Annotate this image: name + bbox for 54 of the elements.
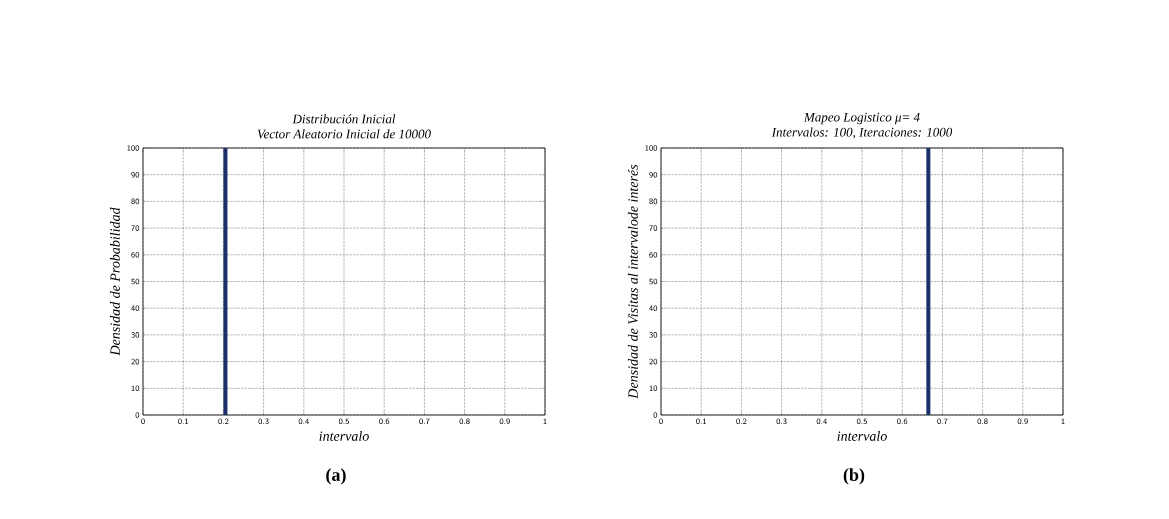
x-tick-label: 0.8 — [459, 418, 470, 425]
x-tick-label: 0 — [659, 418, 663, 425]
y-axis-title: Densidad de Probabilidad — [109, 207, 120, 356]
x-axis-title: intervalo — [319, 430, 369, 441]
y-tick-label: 50 — [131, 278, 140, 285]
y-tick-label: 50 — [649, 278, 658, 285]
x-tick-label: 0 — [141, 418, 145, 425]
y-tick-label: 60 — [131, 252, 140, 258]
y-tick-label: 0 — [653, 412, 658, 418]
y-tick-label: 30 — [131, 332, 140, 338]
y-tick-label: 40 — [649, 305, 658, 311]
x-tick-label: 0.3 — [776, 418, 787, 425]
x-tick-label: 0.6 — [379, 418, 390, 425]
y-axis-title: Densidad de Visitas al intervalode interés — [627, 164, 638, 399]
x-tick-label: 0.7 — [937, 418, 948, 425]
y-tick-label: 20 — [649, 358, 658, 365]
x-tick-label: 0.8 — [977, 418, 988, 425]
y-tick-label: 80 — [131, 198, 140, 205]
x-tick-label: 0.7 — [419, 418, 430, 425]
y-tick-label: 60 — [649, 252, 658, 258]
y-tick-label: 30 — [649, 332, 658, 338]
x-axis-title: intervalo — [837, 430, 887, 441]
x-tick-label: 0.9 — [1017, 418, 1028, 425]
chart-subtitle: Vector Aleatorio Inicial de 10000 — [257, 129, 431, 139]
y-tick-label: 90 — [649, 171, 658, 178]
x-tick-label: 0.3 — [258, 418, 269, 425]
x-tick-label: 0.1 — [696, 418, 707, 425]
x-tick-label: 1 — [1061, 418, 1065, 424]
x-tick-label: 0.9 — [499, 418, 510, 425]
y-tick-label: 40 — [131, 305, 140, 311]
x-tick-label: 0.2 — [736, 418, 747, 425]
y-tick-label: 70 — [649, 225, 658, 231]
x-tick-label: 0.2 — [218, 418, 229, 425]
y-tick-label: 100 — [645, 145, 658, 151]
chart-title: Distribución Inicial — [292, 114, 396, 124]
text: (a) — [326, 468, 346, 485]
x-tick-label: 0.4 — [298, 418, 309, 425]
y-tick-label: 20 — [131, 358, 140, 365]
chart-subtitle: Intervalos: 100, Iteraciones: 1000 — [771, 127, 953, 139]
y-tick-label: 80 — [649, 198, 658, 205]
x-tick-label: 0.1 — [178, 418, 189, 425]
y-tick-label: 70 — [131, 225, 140, 231]
y-tick-label: 90 — [131, 171, 140, 178]
text: (b) — [843, 468, 865, 485]
y-tick-label: 100 — [127, 145, 140, 151]
chart-title: Mapeo Logistico μ= 4 — [803, 112, 920, 125]
x-tick-label: 0.5 — [338, 418, 349, 425]
y-tick-label: 0 — [135, 412, 140, 418]
x-tick-label: 0.5 — [856, 418, 867, 425]
x-tick-label: 1 — [543, 418, 547, 424]
y-tick-label: 10 — [131, 385, 140, 392]
y-tick-label: 10 — [649, 385, 658, 392]
x-tick-label: 0.6 — [897, 418, 908, 425]
x-tick-label: 0.4 — [816, 418, 827, 425]
